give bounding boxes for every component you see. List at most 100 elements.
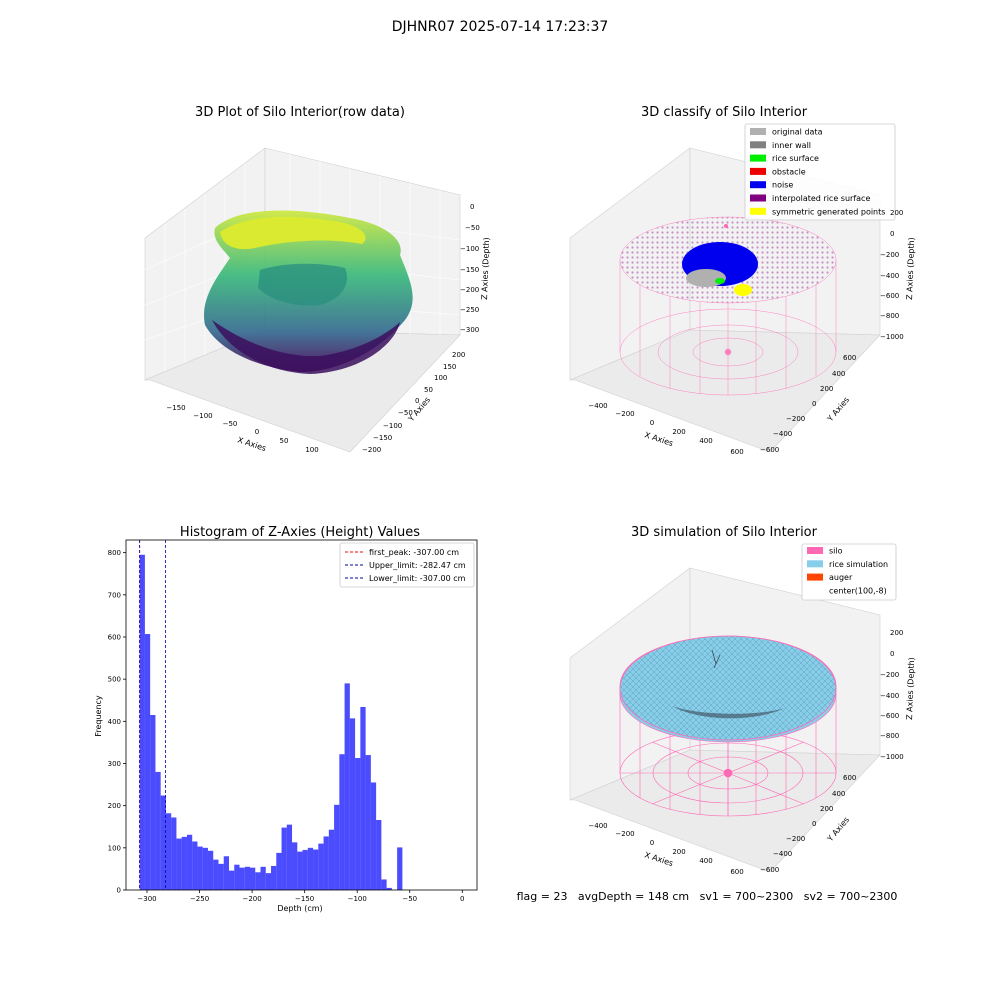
sim-xtick: −400 — [588, 822, 607, 830]
histogram-bar — [218, 863, 224, 890]
histogram-bar — [255, 872, 261, 890]
sim-ylabel: Y Axies — [825, 815, 851, 844]
histogram-bar — [360, 706, 366, 890]
raw-xtick: 0 — [255, 428, 259, 436]
raw-panel-title: 3D Plot of Silo Interior(row data) — [195, 105, 405, 120]
histogram-bar — [176, 838, 182, 890]
classify-legend-swatch — [750, 141, 766, 149]
sim-legend-swatch — [807, 560, 823, 568]
histogram-bar — [313, 849, 319, 890]
histogram-bar — [207, 850, 214, 890]
classify-ytick: −400 — [773, 430, 792, 438]
classify-legend-swatch — [750, 207, 766, 215]
sim-ztick: 0 — [890, 650, 894, 658]
classify-legend-label: rice surface — [772, 154, 819, 163]
raw-ytick: −200 — [362, 446, 381, 454]
sim-ztick: −600 — [880, 712, 899, 720]
raw-ytick: 0 — [415, 397, 419, 405]
raw-xtick: −150 — [166, 404, 185, 412]
hist-ytick-label: 600 — [108, 633, 121, 641]
hist-plot-area: −300 −250 −200 −150 −100 −50 0 0 100 200 300 400 50… — [108, 539, 478, 903]
histogram-bar — [265, 873, 272, 890]
classify-ztick: −200 — [880, 251, 899, 259]
classify-xtick: 0 — [650, 419, 654, 427]
classify-legend-label: original data — [772, 128, 823, 137]
classify-legend-swatch — [750, 194, 766, 202]
sim-xtick: −200 — [615, 830, 634, 838]
classify-ztick: 0 — [890, 230, 894, 238]
histogram-bar — [181, 836, 187, 890]
hist-legend-label: Upper_limit: -282.47 cm — [369, 561, 466, 570]
panel-raw-3d: 3D Plot of Silo Interior(row data) −150 — [144, 105, 491, 454]
sim-legend-label: center(100,-8) — [829, 586, 887, 595]
raw-ytick: −50 — [398, 409, 413, 417]
histogram-bar — [302, 849, 308, 890]
histogram-bar — [349, 718, 356, 890]
classify-xlabel: X Axies — [643, 430, 674, 448]
figure-suptitle: DJHNR07 2025-07-14 17:23:37 — [392, 19, 609, 35]
raw-ytick: −150 — [373, 434, 392, 442]
sim-legend-label: silo — [829, 547, 843, 556]
histogram-bar — [286, 824, 293, 890]
classify-xtick: −200 — [615, 410, 634, 418]
histogram-bar — [397, 847, 403, 890]
hist-ytick-label: 200 — [108, 802, 121, 810]
sim-panel-title: 3D simulation of Silo Interior — [631, 525, 818, 540]
classify-ytick: 400 — [832, 370, 845, 378]
histogram-bar — [339, 754, 345, 890]
histogram-bar — [344, 683, 350, 890]
sim-ytick: −200 — [786, 835, 805, 843]
classify-ytick: 200 — [820, 385, 833, 393]
raw-ztick: −50 — [465, 224, 480, 232]
classify-ztick: 200 — [890, 209, 903, 217]
sim-y-ticks: 600 400 200 0 −200 −400 −600 — [760, 774, 856, 874]
raw-xtick: 100 — [305, 446, 318, 454]
histogram-bar — [328, 829, 335, 890]
histogram-bar — [355, 758, 361, 890]
classify-legend-label: interpolated rice surface — [772, 194, 870, 203]
classify-xtick: 400 — [699, 437, 712, 445]
raw-ztick: −100 — [460, 245, 479, 253]
histogram-bar — [281, 827, 287, 890]
classify-ztick: −1000 — [880, 333, 904, 341]
hist-axes-frame — [125, 539, 478, 891]
classify-point-clusters — [682, 224, 758, 296]
raw-y-ticks: 200 150 100 50 0 −50 −100 −150 −200 — [362, 351, 465, 454]
hist-ytick-label: 800 — [108, 549, 121, 557]
sim-xtick: 400 — [699, 857, 712, 865]
raw-ztick: −250 — [460, 306, 479, 314]
histogram-bar — [386, 887, 392, 890]
hist-xtick-label: −150 — [295, 895, 314, 903]
sim-legend-label: rice simulation — [829, 560, 888, 569]
raw-xlabel: X Axies — [236, 435, 267, 453]
classify-legend-swatch — [750, 128, 766, 135]
sim-ytick: 600 — [843, 774, 856, 782]
sim-legend-swatch — [807, 573, 823, 581]
histogram-bar — [292, 842, 298, 890]
sim-ytick: −600 — [760, 866, 779, 874]
classify-legend: original data inner wall rice surface obsta… — [744, 123, 896, 221]
hist-ytick-label: 300 — [108, 760, 121, 768]
sim-legend-label: auger — [829, 573, 853, 582]
classify-zlabel: Z Axies (Depth) — [905, 237, 916, 300]
classify-legend-swatch — [750, 154, 766, 162]
histogram-bar — [192, 841, 198, 890]
classify-ytick: 600 — [843, 354, 856, 362]
histogram-bar — [250, 867, 256, 890]
histogram-bar — [223, 856, 229, 890]
status-line: flag = 23 avgDepth = 148 cm sv1 = 700~23… — [517, 890, 898, 903]
raw-ytick: 50 — [424, 386, 433, 394]
classify-legend-label: noise — [772, 181, 793, 190]
sim-x-ticks: −400 −200 0 200 400 600 — [588, 822, 743, 876]
histogram-bar — [244, 866, 251, 890]
hist-ytick-label: 500 — [108, 676, 121, 684]
raw-z-ticks: 0 −50 −100 −150 −200 −250 −300 — [460, 203, 480, 334]
hist-xlabel: Depth (cm) — [277, 904, 322, 913]
hist-xtick-label: −100 — [348, 895, 367, 903]
hist-ytick-label: 0 — [117, 887, 121, 895]
raw-ztick: −200 — [460, 286, 479, 294]
histogram-bar — [171, 817, 177, 890]
histogram-bar — [376, 820, 382, 890]
classify-xtick: −400 — [588, 402, 607, 410]
